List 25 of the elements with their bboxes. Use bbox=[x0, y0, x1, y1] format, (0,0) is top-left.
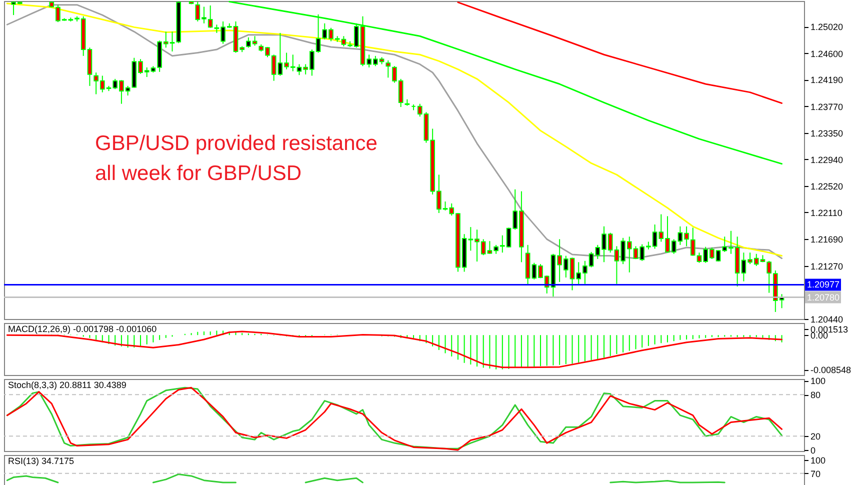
chart-title: Stoch(8,3,3) 20.8811 30.4389 bbox=[8, 380, 126, 390]
chart-title: MACD(12,26,9) -0.001798 -0.001060 bbox=[8, 324, 157, 334]
y-tick-label: 1.21690 bbox=[810, 234, 844, 245]
y-tick-label: 1.22110 bbox=[810, 208, 842, 218]
y-tick-label: 100 bbox=[810, 376, 826, 386]
y-tick-label: -0.008548 bbox=[810, 365, 852, 376]
y-tick-label: 1.20440 bbox=[810, 314, 844, 324]
chart-title: RSI(13) 34.7175 bbox=[8, 456, 74, 466]
y-tick-label: 0 bbox=[810, 445, 816, 456]
y-tick-label: 1.23350 bbox=[810, 128, 844, 139]
y-tick-label: 0.001513 bbox=[810, 324, 848, 334]
annotation: GBP/USD provided resistance all week for GBP/USD bbox=[95, 132, 378, 185]
ref-line-label: 1.20780 bbox=[807, 292, 840, 302]
y-tick-label: 100 bbox=[810, 456, 826, 466]
y-tick-label: 1.24190 bbox=[810, 75, 844, 86]
ref-line-label: 1.20977 bbox=[807, 280, 840, 290]
y-tick-label: 1.22520 bbox=[810, 182, 844, 192]
y-tick-label: 20 bbox=[810, 432, 821, 442]
y-tick-label: 1.22940 bbox=[810, 154, 844, 165]
y-tick-label: 1.25020 bbox=[810, 22, 844, 32]
y-tick-label: 1.23770 bbox=[810, 102, 844, 112]
y-tick-label: 1.24600 bbox=[810, 48, 844, 59]
y-tick-label: 1.21270 bbox=[810, 262, 844, 272]
y-tick-label: 70 bbox=[810, 468, 821, 479]
y-tick-label: 80 bbox=[810, 390, 821, 400]
